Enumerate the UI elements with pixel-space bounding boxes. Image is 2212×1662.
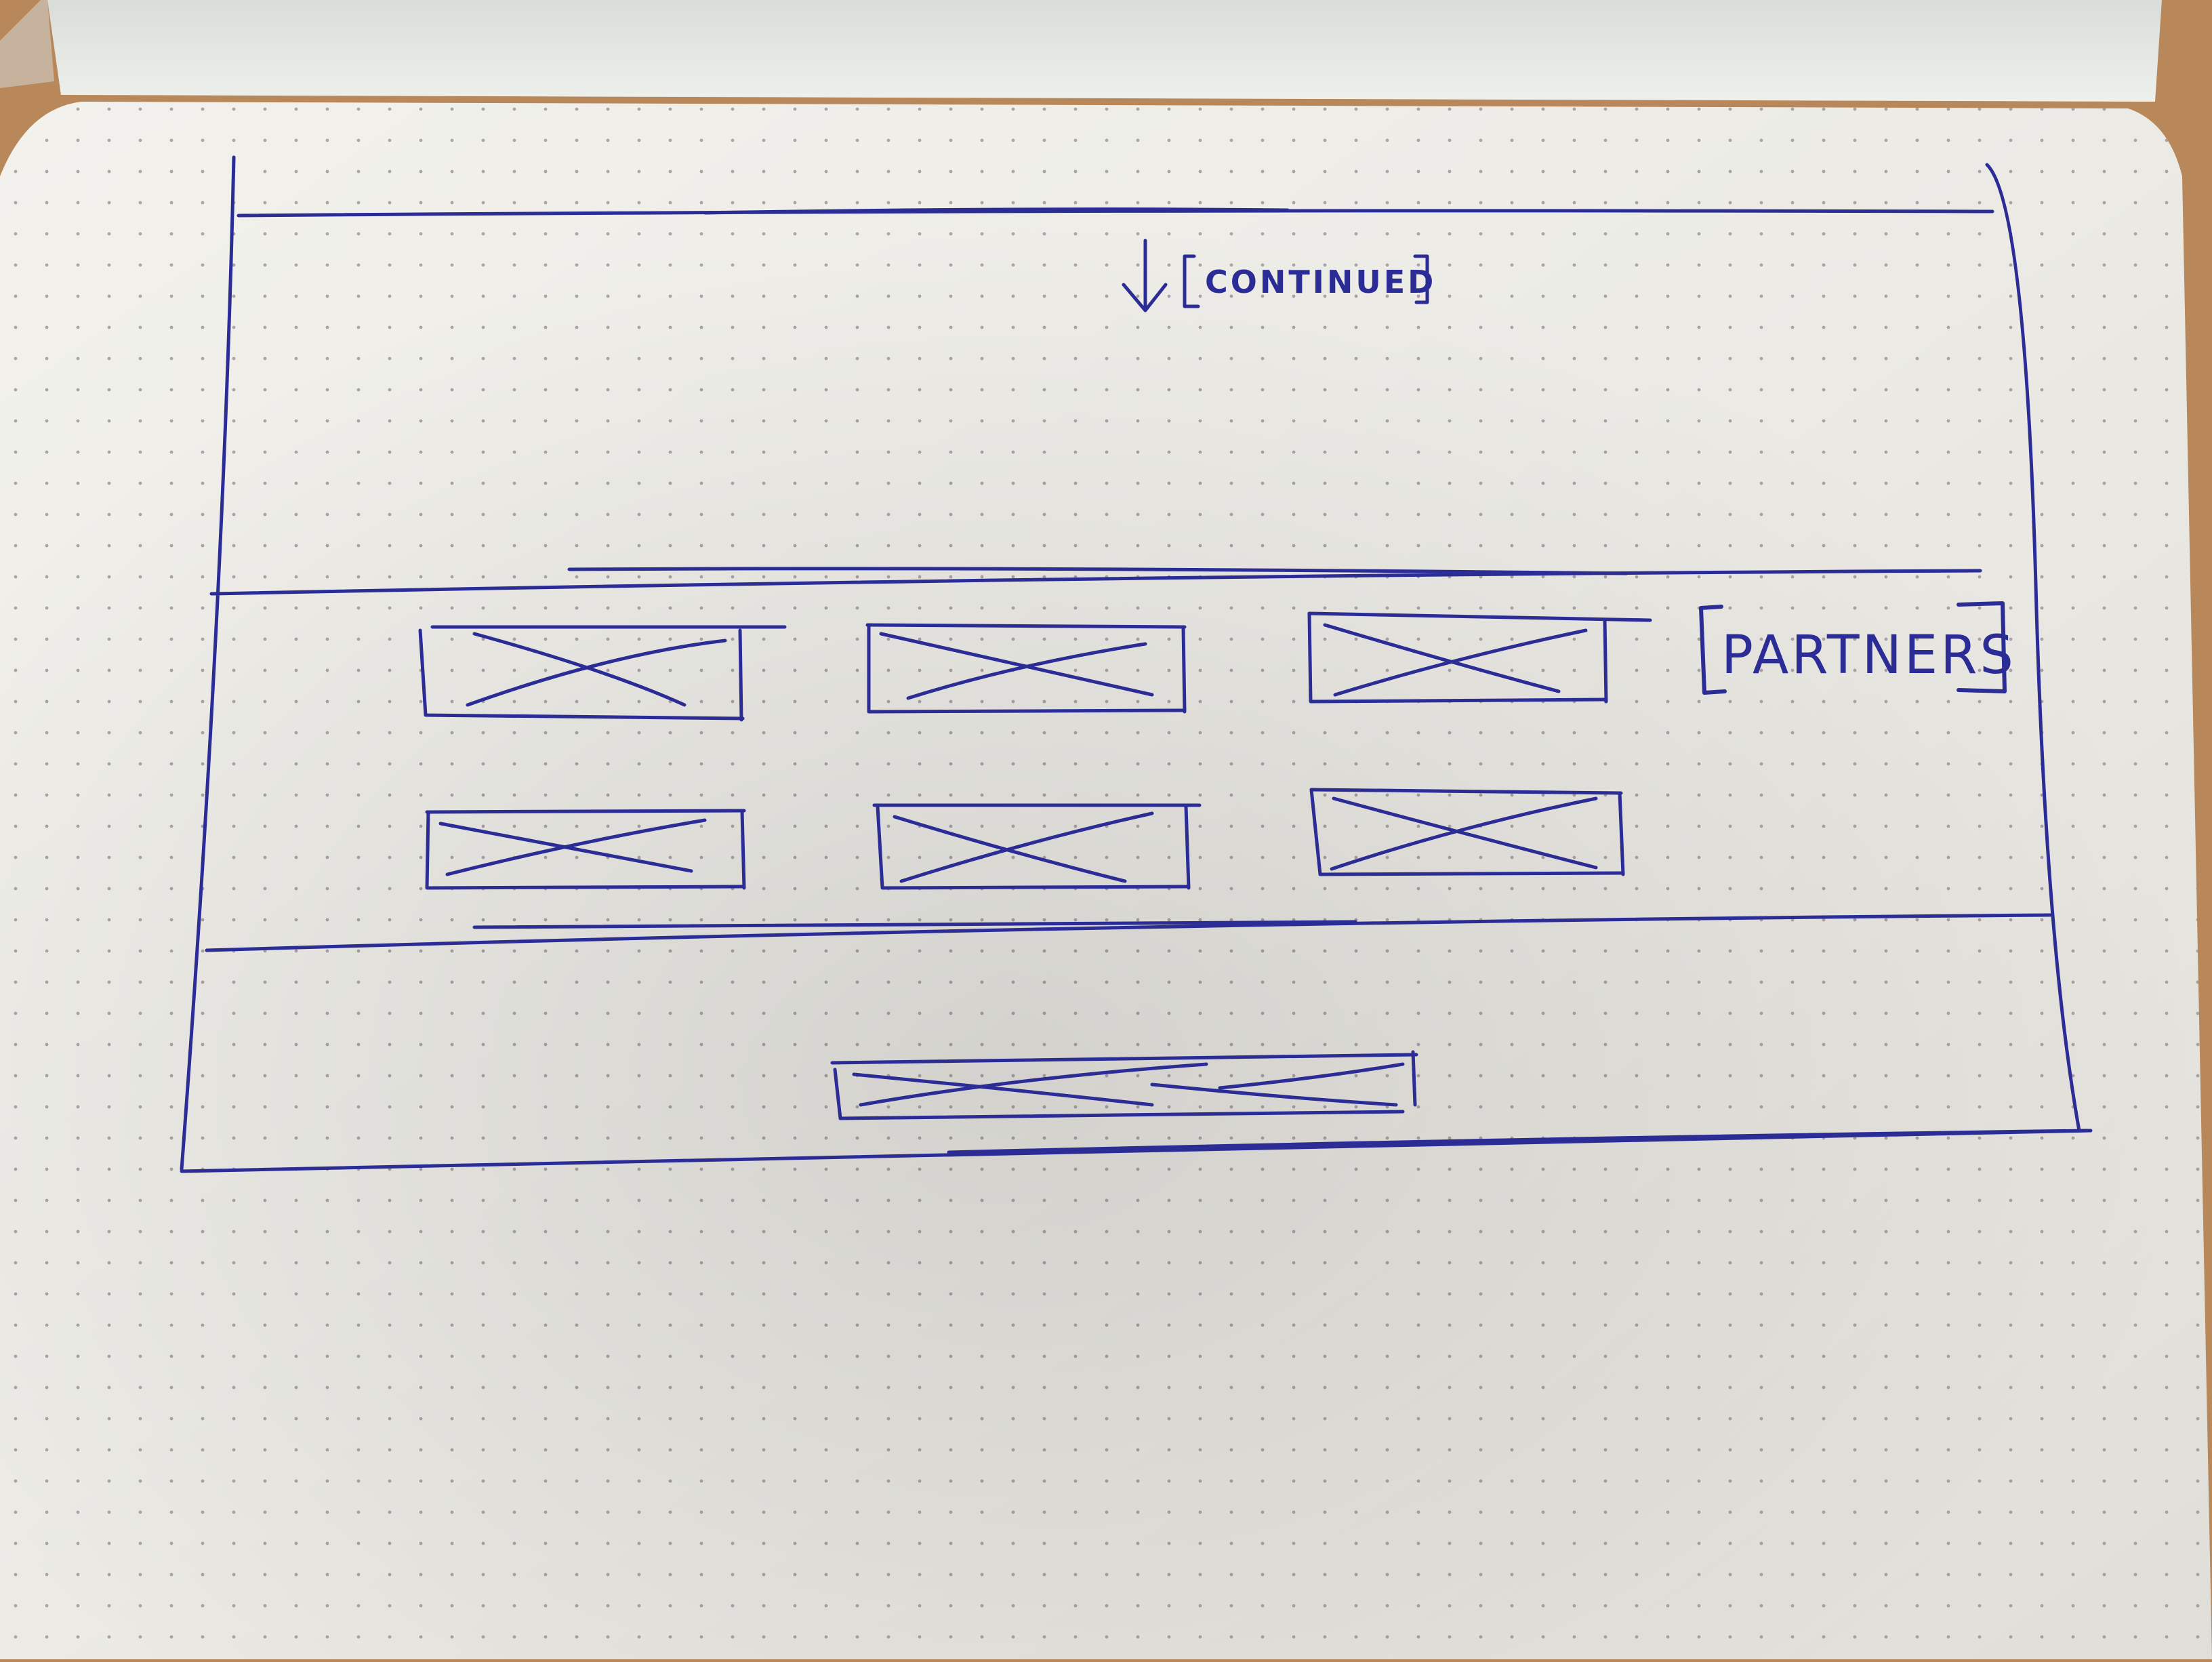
previous-page — [47, 0, 2162, 102]
wireframe-frame — [180, 155, 2093, 1173]
continued-annotation — [1122, 239, 1429, 312]
partner-logo-placeholder-5 — [872, 803, 1202, 890]
partners-label: PARTNERS — [1721, 625, 2016, 686]
partners-annotation — [1699, 601, 2007, 695]
right-bracket — [1413, 254, 1429, 304]
partner-logo-placeholder-2 — [865, 623, 1187, 714]
partner-logo-placeholder-4 — [425, 809, 746, 890]
footer-placeholder — [830, 1050, 1418, 1120]
partner-logo-placeholder-1 — [418, 625, 787, 722]
partner-logo-placeholder-6 — [1309, 788, 1625, 876]
partner-logo-placeholder-3 — [1307, 611, 1652, 704]
left-bracket — [1183, 254, 1200, 308]
left-bracket — [1699, 605, 1727, 695]
continued-label: CONTINUED — [1205, 264, 1436, 300]
right-bracket — [1957, 601, 2007, 693]
